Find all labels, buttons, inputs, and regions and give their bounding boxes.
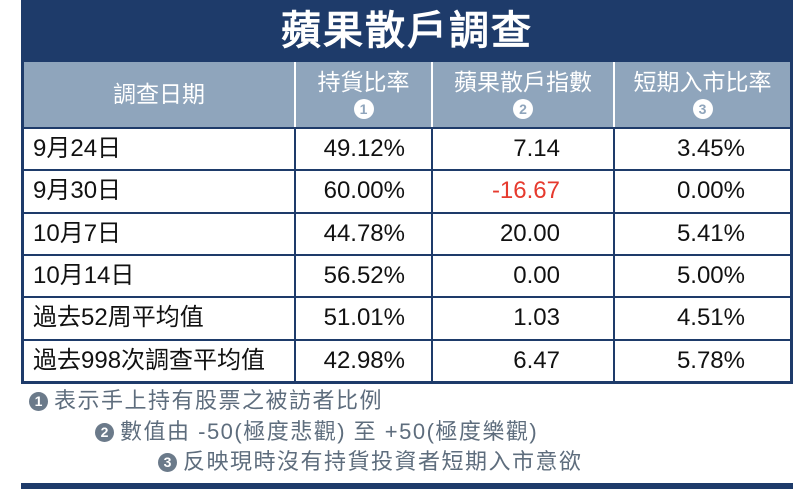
footnote-marker: 3	[158, 452, 177, 472]
cell-date: 過去52周平均值	[24, 298, 294, 339]
table-body: 9月24日 49.12% 7.14 3.45% 9月30日 60.00% -16…	[21, 127, 793, 384]
column-header-entry-ratio: 短期入市比率 3	[615, 62, 790, 127]
header-note-marker-1: 1	[353, 98, 374, 119]
cell-entry-ratio: 5.00%	[615, 255, 790, 297]
cell-holding-ratio: 49.12%	[296, 129, 431, 170]
cell-date: 9月24日	[24, 129, 294, 170]
column-header-retail-index: 蘋果散戶指數 2	[433, 62, 613, 127]
footnote-marker: 1	[29, 391, 48, 411]
header-note-marker-2: 2	[513, 98, 533, 119]
header-note-marker-3: 3	[692, 98, 713, 119]
cell-entry-ratio: 5.41%	[615, 213, 790, 254]
cell-date: 9月30日	[24, 171, 294, 212]
column-header-label: 短期入市比率	[633, 68, 772, 95]
footnote-2: 2 數值由 -50(極度悲觀) 至 +50(極度樂觀)	[95, 419, 538, 445]
cell-retail-index: 6.47	[433, 340, 613, 381]
cell-date: 10月14日	[24, 255, 294, 297]
cell-retail-index: 20.00	[433, 213, 613, 254]
cell-date: 過去998次調查平均值	[24, 340, 294, 381]
cell-date: 10月7日	[24, 213, 294, 254]
cell-holding-ratio: 60.00%	[296, 171, 431, 212]
cell-entry-ratio: 4.51%	[615, 298, 790, 339]
footnote-text: 反映現時沒有持貨投資者短期入市意欲	[183, 449, 583, 474]
footnote-marker: 2	[95, 422, 114, 442]
footnote-text: 表示手上持有股票之被訪者比例	[54, 388, 384, 413]
table-header: 調查日期 持貨比率 1 蘋果散戶指數 2 短期入市比率 3	[21, 62, 793, 127]
bottom-rule	[21, 483, 793, 489]
column-header-date: 調查日期	[24, 62, 294, 127]
cell-retail-index: 7.14	[433, 129, 613, 170]
cell-holding-ratio: 44.78%	[296, 213, 431, 254]
cell-holding-ratio: 51.01%	[296, 298, 431, 339]
cell-holding-ratio: 42.98%	[296, 340, 431, 381]
column-header-label: 蘋果散戶指數	[454, 68, 592, 95]
column-header-label: 調查日期	[113, 81, 205, 107]
column-header-label: 持貨比率	[317, 68, 410, 95]
cell-entry-ratio: 0.00%	[615, 171, 790, 212]
cell-retail-index: -16.67	[433, 171, 613, 212]
footnote-3: 3 反映現時沒有持貨投資者短期入市意欲	[158, 449, 583, 475]
table-title: 蘋果散戶調查	[281, 9, 533, 53]
cell-entry-ratio: 5.78%	[615, 340, 790, 381]
footnote-text: 數值由 -50(極度悲觀) 至 +50(極度樂觀)	[120, 419, 539, 444]
cell-holding-ratio: 56.52%	[296, 255, 431, 297]
cell-retail-index: 1.03	[433, 298, 613, 339]
title-bar: 蘋果散戶調查	[21, 0, 793, 62]
cell-retail-index: 0.00	[433, 255, 613, 297]
cell-entry-ratio: 3.45%	[615, 129, 790, 170]
column-header-holding-ratio: 持貨比率 1	[296, 62, 431, 127]
footnote-1: 1 表示手上持有股票之被訪者比例	[29, 388, 383, 414]
